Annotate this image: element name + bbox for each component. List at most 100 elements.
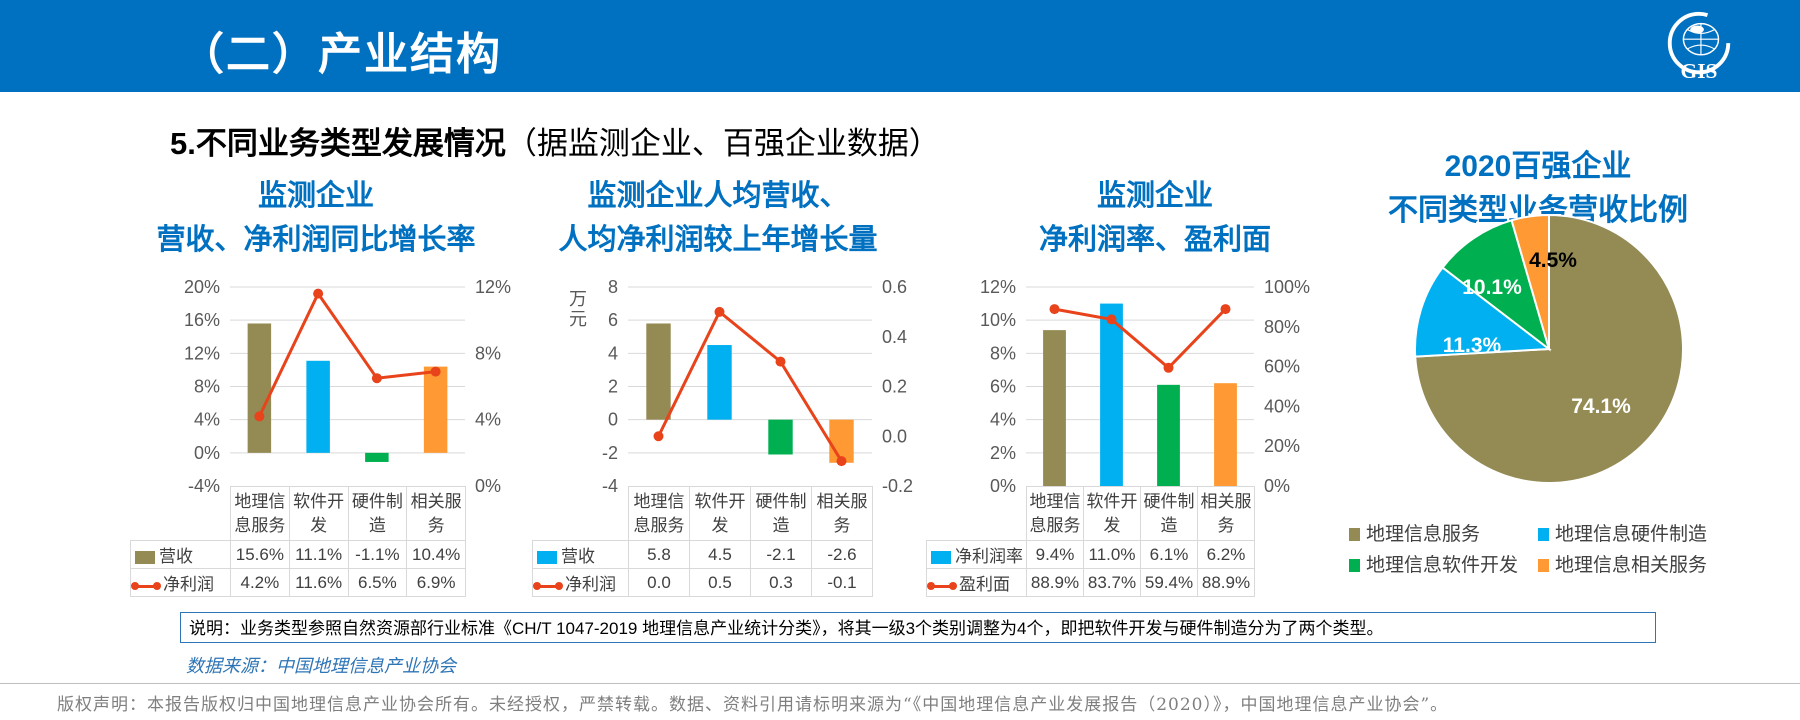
- chart2-title-line2: 人均净利润较上年增长量: [558, 224, 878, 256]
- bar-硬件制造: [768, 419, 793, 455]
- line-point-硬件制造: [371, 373, 382, 384]
- footer-divider: [0, 683, 1800, 684]
- legend-swatch: [931, 551, 951, 565]
- left-axis-tick-label: 4%: [990, 410, 1016, 430]
- line-净利润: [258, 290, 436, 417]
- right-axis-tick-label: 0.0: [882, 426, 907, 446]
- table-cell: 88.9%: [1197, 568, 1255, 597]
- bar-地理信息服务: [247, 323, 272, 453]
- table-cell: 6.2%: [1197, 540, 1255, 569]
- note-box: 说明：业务类型参照自然资源部行业标准《CH/T 1047-2019 地理信息产业…: [180, 612, 1656, 643]
- table-cell: -2.1: [750, 540, 812, 569]
- chart-plot: 12% 10% 8% 6% 4% 2% 0% 100% 80% 60% 40% 20% 0%: [980, 277, 1310, 496]
- pie-slice-label: 10.1%: [1462, 276, 1522, 299]
- left-axis-tick-label: 10%: [980, 310, 1016, 330]
- legend-line-marker: [927, 581, 957, 591]
- left-axis-tick-label: -4%: [188, 476, 220, 496]
- table-corner: [533, 487, 629, 541]
- legend-line-marker: [131, 581, 161, 591]
- bar-软件开发: [1100, 303, 1123, 486]
- legend-swatch: [1538, 559, 1549, 573]
- table-category-header: 地理信 息服务: [628, 486, 690, 541]
- table-cell: -0.1: [811, 568, 873, 597]
- table-category-header: 软件开发: [1083, 486, 1141, 541]
- table-cell: -1.1%: [347, 540, 408, 569]
- table-legend-line: 净利润: [130, 568, 231, 597]
- left-axis-tick-label: -2: [602, 443, 618, 463]
- left-axis-tick-label: 4: [608, 343, 618, 363]
- left-axis-tick-label: 6: [608, 310, 618, 330]
- left-axis-tick-label: 0%: [990, 476, 1016, 496]
- chart-plot: 20% 16% 12% 8% 4% 0% -4% 12% 8% 4% 0%: [184, 277, 511, 496]
- chart3-title-line1: 监测企业: [1096, 180, 1213, 212]
- line-净利润: [657, 309, 843, 462]
- bar-硬件制造: [1157, 384, 1180, 486]
- right-axis-tick-label: 100%: [1264, 277, 1310, 297]
- table-cell: 4.5: [689, 540, 751, 569]
- pie-slice-label: 74.1%: [1571, 395, 1631, 418]
- right-axis-tick-label: 40%: [1264, 396, 1300, 416]
- legend-swatch: [1349, 528, 1360, 542]
- right-axis-tick-label: 80%: [1264, 317, 1300, 337]
- right-axis-tick-label: 0.2: [882, 377, 907, 397]
- left-axis-tick-label: 2%: [990, 443, 1016, 463]
- right-axis-tick-label: 0%: [475, 476, 501, 496]
- table-cell: 11.1%: [288, 540, 349, 569]
- chart-margin-profitability: 12% 10% 8% 6% 4% 2% 0% 100% 80% 60% 40% 20% 0% 地理信 息服务…: [926, 270, 1346, 610]
- table-cell: 10.4%: [406, 540, 466, 569]
- data-table: 地理信 息服务 软件开发硬件制造相关服务净利润率 9.4% 11.0% 6.1% 6.2% 盈…: [926, 486, 1255, 597]
- table-category-header: 地理信 息服务: [230, 486, 290, 541]
- chart1-title-line1: 监测企业: [257, 180, 374, 212]
- legend-label: 地理信息服务: [1366, 524, 1481, 545]
- legend-label: 地理信息硬件制造: [1555, 524, 1708, 545]
- table-legend-bar: 营收: [130, 540, 231, 569]
- left-axis-tick-label: 4%: [194, 410, 220, 430]
- bar-地理信息服务: [1043, 330, 1066, 486]
- y-axis-unit-char: 元: [569, 309, 587, 329]
- left-axis-tick-label: 6%: [990, 377, 1016, 397]
- line-point-相关服务: [1220, 304, 1231, 315]
- table-legend-line: 盈利面: [926, 568, 1027, 597]
- chart3-title: 监测企业净利润率、盈利面: [1000, 174, 1310, 262]
- right-axis-tick-label: 0.6: [882, 277, 907, 297]
- subtitle-main: 5.不同业务类型发展情况: [170, 126, 506, 161]
- table-legend-line: 净利润: [532, 568, 629, 597]
- pie-slice-label: 4.5%: [1529, 249, 1577, 272]
- legend-swatch: [537, 551, 557, 565]
- table-cell: 6.5%: [347, 568, 408, 597]
- data-table: 地理信 息服务 软件开发硬件制造相关服务营收 5.8 4.5 -2.1 -2.6 净利润 0.0…: [532, 486, 873, 597]
- pie-slice-地理信息相关服务: [1510, 213, 1550, 350]
- legend-swatch: [1538, 528, 1549, 542]
- table-category-header: 相关服务: [811, 486, 873, 541]
- line-point-硬件制造: [1163, 362, 1174, 373]
- bar-硬件制造: [365, 452, 389, 462]
- y-axis-unit-char: 万: [569, 289, 587, 309]
- line-point-地理信息服务: [653, 431, 664, 442]
- left-axis-tick-label: 8: [608, 277, 618, 297]
- right-axis-tick-label: 20%: [1264, 436, 1300, 456]
- table-category-header: 相关服务: [406, 486, 466, 541]
- table-legend-bar: 营收: [532, 540, 629, 569]
- table-cell: 88.9%: [1026, 568, 1084, 597]
- chart2-title: 监测企业人均营收、 人均净利润较上年增长量: [528, 174, 908, 262]
- table-corner: [927, 487, 1027, 541]
- data-source: 数据来源：中国地理信息产业协会: [186, 656, 456, 677]
- gis-association-logo-icon: GIS: [1667, 11, 1731, 83]
- pie-slice-地理信息软件开发: [1441, 219, 1551, 352]
- left-axis-tick-label: 20%: [184, 277, 220, 297]
- line-point-相关服务: [836, 456, 847, 467]
- table-cell: -2.6: [811, 540, 873, 569]
- table-category-header: 相关服务: [1197, 486, 1255, 541]
- pie-legend-item: 地理信息服务: [1349, 519, 1480, 546]
- chart3-title-line2: 净利润率、盈利面: [1038, 224, 1271, 256]
- chart1-title: 监测企业 营收、净利润同比增长率: [136, 174, 496, 262]
- table-category-header: 地理信 息服务: [1026, 486, 1084, 541]
- legend-label: 地理信息软件开发: [1366, 555, 1519, 576]
- table-cell: 6.9%: [406, 568, 466, 597]
- header-bar: （二）产业结构 GIS: [0, 0, 1800, 92]
- right-axis-tick-label: 12%: [475, 277, 511, 297]
- right-axis-tick-label: 0.4: [882, 327, 907, 347]
- pie-slice-地理信息硬件制造: [1414, 266, 1552, 358]
- pie-title: 2020百强企业 不同类型业务营收比例: [1368, 145, 1708, 233]
- chart-revenue-profit-growth: 20% 16% 12% 8% 4% 0% -4% 12% 8% 4% 0% 地理信 息服务 软件开发硬件制…: [130, 270, 550, 610]
